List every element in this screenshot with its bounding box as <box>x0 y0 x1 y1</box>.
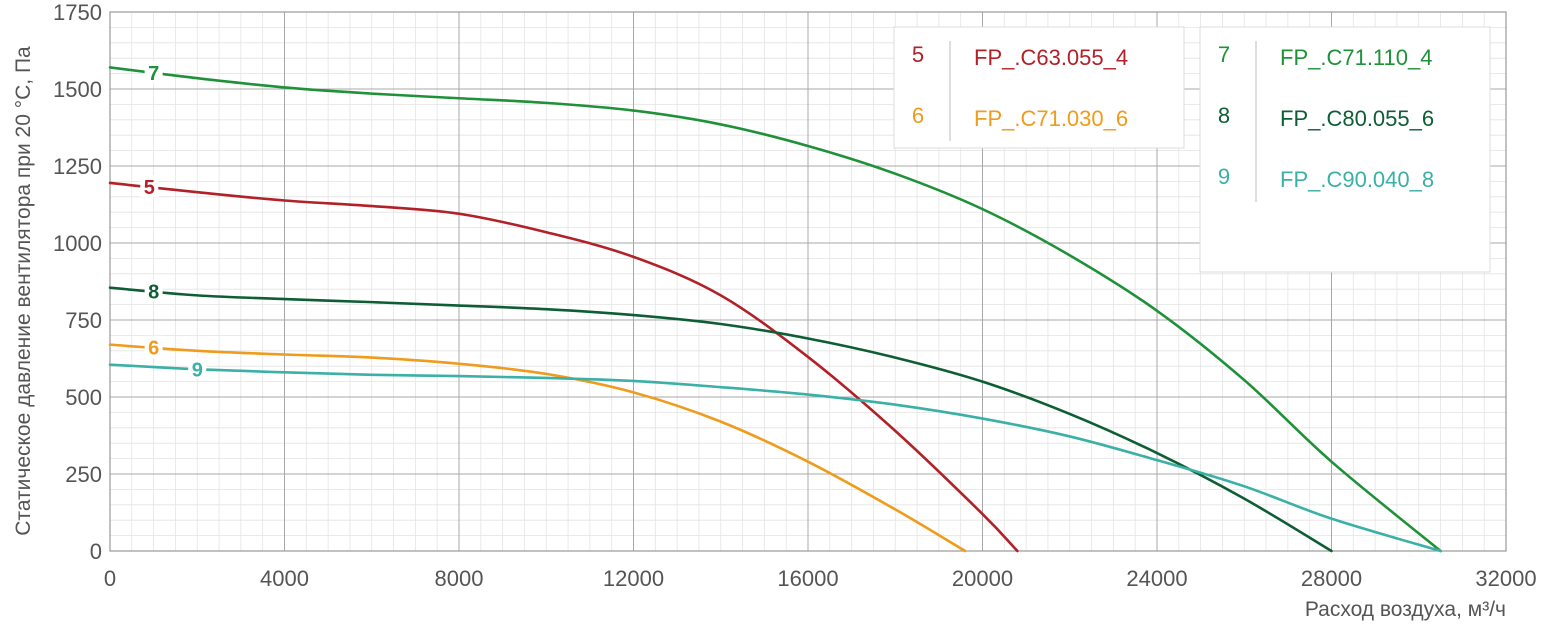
x-tick-label: 8000 <box>435 566 484 591</box>
curve-labels: 5 6 7 8 9 <box>140 60 207 381</box>
curve-label-7: 7 <box>148 63 159 85</box>
plot-frame <box>109 11 1507 552</box>
curve-label-9: 9 <box>192 359 203 381</box>
legend-number-7: 7 <box>1218 42 1230 67</box>
legend-name-7: FP_.C71.110_4 <box>1280 45 1432 70</box>
series-line-8 <box>108 286 1333 553</box>
curve-label-8: 8 <box>148 282 159 304</box>
series-line-9 <box>108 363 1442 553</box>
legend: 5 FP_.C63.055_4 6 FP_.C71.030_6 7 FP_.C71.110… <box>893 26 1491 273</box>
x-tick-label: 24000 <box>1126 566 1187 591</box>
y-tick-label: 1000 <box>53 231 102 256</box>
y-axis-title: Статическое давление вентилятора при 20 … <box>12 46 35 536</box>
curve-label-6: 6 <box>148 338 159 360</box>
y-tick-label: 1500 <box>53 77 102 102</box>
curve-label-bg-9 <box>188 357 207 380</box>
y-tick-label: 1250 <box>53 154 102 179</box>
series-curves <box>108 66 1442 553</box>
legend-number-6: 6 <box>912 103 924 128</box>
y-tick-label: 0 <box>90 539 102 564</box>
legend-name-5: FP_.C63.055_4 <box>974 45 1128 70</box>
series-line-7 <box>108 66 1442 553</box>
x-tick-label: 4000 <box>260 566 309 591</box>
legend-number-8: 8 <box>1218 103 1230 128</box>
y-axis-tick-labels: 0 250 500 750 1000 1250 1500 1750 <box>53 0 102 564</box>
x-tick-label: 0 <box>104 566 116 591</box>
legend-number-5: 5 <box>912 42 924 67</box>
curve-label-bg-7 <box>144 60 163 83</box>
legend-box-1 <box>893 26 1185 149</box>
x-tick-label: 32000 <box>1475 566 1536 591</box>
y-tick-label: 1750 <box>53 0 102 25</box>
legend-name-6: FP_.C71.030_6 <box>974 106 1128 131</box>
x-axis-tick-labels: 0 4000 8000 12000 16000 20000 24000 28000 32000 <box>104 566 1537 591</box>
legend-name-8: FP_.C80.055_6 <box>1280 106 1434 131</box>
y-tick-label: 750 <box>65 308 102 333</box>
legend-number-9: 9 <box>1218 164 1230 189</box>
curve-label-bg-6 <box>144 335 163 358</box>
y-tick-label: 500 <box>65 385 102 410</box>
y-tick-label: 250 <box>65 462 102 487</box>
series-line-6 <box>108 343 967 553</box>
x-tick-label: 12000 <box>603 566 664 591</box>
legend-name-9: FP_.C90.040_8 <box>1280 167 1434 192</box>
series-line-5 <box>108 181 1019 553</box>
curve-label-bg-8 <box>144 279 163 302</box>
curve-label-5: 5 <box>144 177 155 199</box>
curve-label-bg-5 <box>140 175 159 198</box>
x-tick-label: 28000 <box>1301 566 1362 591</box>
x-tick-label: 20000 <box>952 566 1013 591</box>
x-tick-label: 16000 <box>777 566 838 591</box>
x-axis-title: Расход воздуха, м³/ч <box>1305 598 1506 621</box>
legend-box-2 <box>1199 26 1491 273</box>
